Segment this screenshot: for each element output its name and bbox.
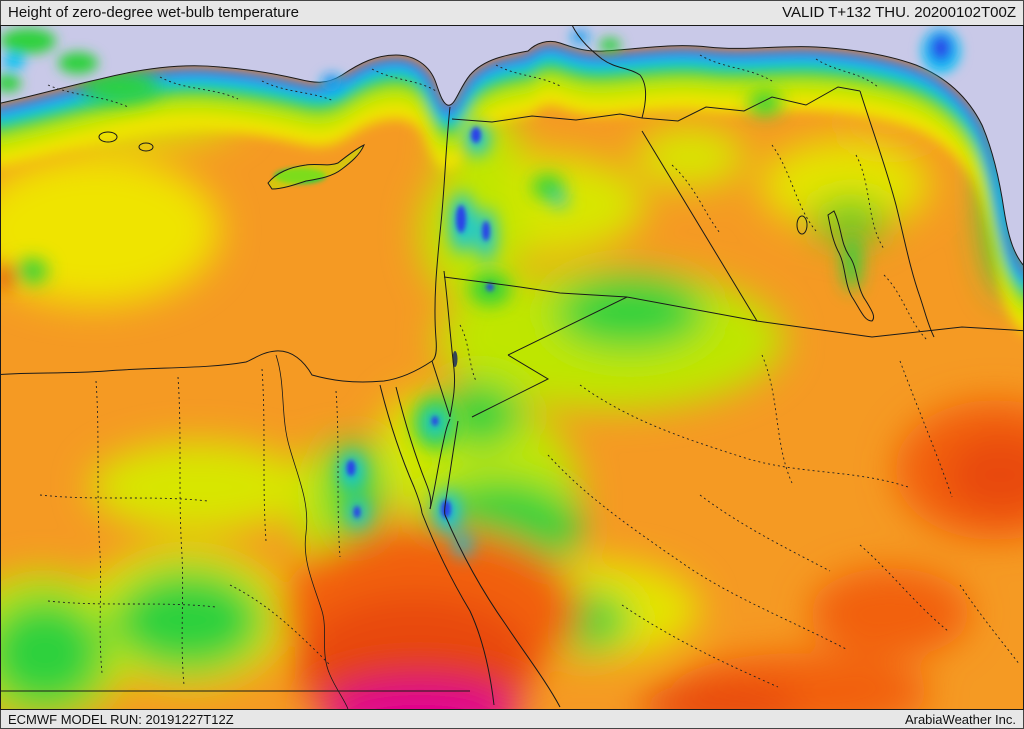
weather-map [0,25,1024,710]
cyprus-island [267,143,365,190]
nile-river [275,354,349,710]
map-title: Height of zero-degree wet-bulb temperatu… [8,4,299,21]
country-borders [0,25,1024,692]
map-footer: ECMWF MODEL RUN: 20191227T12Z ArabiaWeat… [0,710,1024,729]
admin-borders-dotted [39,54,1021,688]
valid-time-label: VALID T+132 THU. 20200102T00Z [782,4,1016,21]
wet-bulb-height-field-map [0,25,1024,710]
sea-mask [0,25,1024,267]
coastlines [0,106,875,708]
credit-label: ArabiaWeather Inc. [904,712,1016,727]
model-run-label: ECMWF MODEL RUN: 20191227T12Z [8,712,234,727]
map-header: Height of zero-degree wet-bulb temperatu… [0,0,1024,25]
